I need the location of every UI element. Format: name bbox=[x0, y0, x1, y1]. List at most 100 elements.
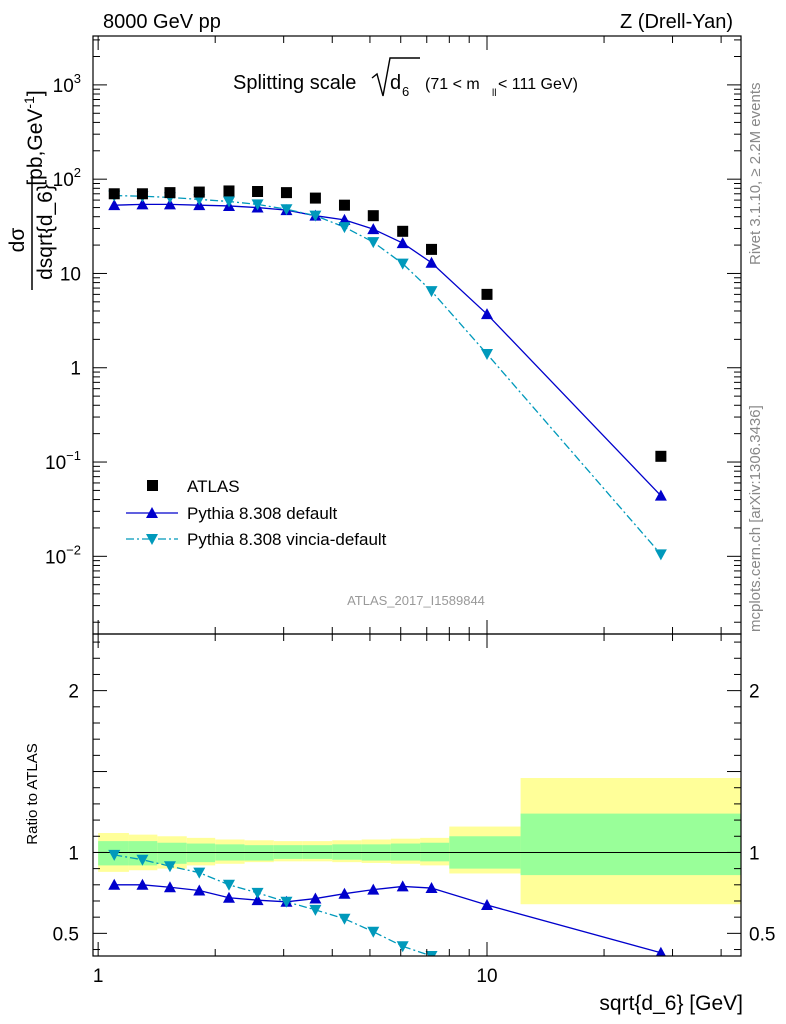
ratio-tick-label-left: 1 bbox=[68, 843, 79, 864]
point-atlas bbox=[309, 192, 321, 204]
ratio-uncertainty-bands bbox=[93, 778, 741, 905]
mcplots-label: mcplots.cern.ch [arXiv:1306.3436] bbox=[747, 405, 764, 632]
ratio-line-default bbox=[114, 884, 662, 954]
point-atlas bbox=[280, 187, 292, 199]
plot-title-range-sub: ll bbox=[492, 88, 496, 99]
ratio-point-default bbox=[367, 883, 380, 895]
plot-title-main: Splitting scale bbox=[233, 72, 356, 94]
point-atlas bbox=[397, 225, 409, 237]
plot-title-range-tail: < 111 GeV) bbox=[498, 76, 578, 93]
y-tick-label: 10 bbox=[60, 264, 81, 285]
y-tick-label: 10−2 bbox=[45, 542, 81, 568]
ylabel-numerator: dσ bbox=[6, 228, 29, 253]
y-tick-label: 10−1 bbox=[45, 448, 81, 474]
plot-title: Splitting scale d 6 (71 < m ll < 111 GeV… bbox=[233, 57, 578, 99]
point-vincia bbox=[480, 348, 493, 360]
ratio-point-default bbox=[480, 899, 493, 911]
point-vincia bbox=[367, 237, 380, 249]
point-default bbox=[108, 199, 121, 211]
ratio-point-vincia bbox=[396, 941, 409, 953]
analysis-watermark: ATLAS_2017_I1589844 bbox=[347, 593, 485, 608]
y-tick-label: 103 bbox=[53, 71, 81, 97]
ratio-point-default bbox=[163, 881, 176, 893]
point-atlas bbox=[193, 186, 205, 198]
plot-title-range: (71 < m bbox=[425, 76, 480, 93]
ratio-point-default bbox=[193, 884, 206, 896]
point-atlas bbox=[108, 188, 120, 200]
ratio-point-default bbox=[425, 882, 438, 894]
ratio-point-vincia bbox=[193, 867, 206, 879]
ratio-point-vincia bbox=[108, 849, 121, 861]
point-atlas bbox=[252, 186, 264, 198]
ratio-point-default bbox=[655, 946, 666, 956]
y-tick-label: 102 bbox=[53, 165, 81, 191]
ratio-point-default bbox=[251, 894, 264, 906]
svg-text:d: d bbox=[390, 72, 401, 94]
ratio-point-vincia bbox=[280, 896, 293, 908]
header-left: 8000 GeV pp bbox=[103, 11, 221, 33]
header-right: Z (Drell-Yan) bbox=[620, 11, 733, 33]
y-axis-label: dσ dsqrt{d_6} [pb,GeV-1] bbox=[6, 90, 57, 290]
point-default bbox=[367, 223, 380, 235]
ratio-frame bbox=[92, 633, 742, 957]
point-vincia bbox=[280, 204, 293, 216]
point-default bbox=[396, 237, 409, 249]
ratio-line-vincia bbox=[114, 854, 434, 956]
ratio-point-vincia bbox=[251, 887, 264, 899]
ratio-point-default bbox=[222, 891, 235, 903]
point-atlas bbox=[223, 185, 235, 197]
ratio-point-vincia bbox=[309, 904, 322, 916]
legend-label-atlas: ATLAS bbox=[187, 477, 240, 496]
ratio-series-group bbox=[108, 849, 666, 956]
ratio-point-default bbox=[396, 880, 409, 892]
point-atlas bbox=[655, 450, 667, 462]
point-vincia bbox=[251, 199, 264, 211]
point-default bbox=[425, 256, 438, 268]
ratio-point-vincia bbox=[338, 913, 351, 925]
x-tick-label: 10 bbox=[476, 966, 497, 987]
y-tick-label: 1 bbox=[70, 359, 81, 380]
ratio-tick-label-right: 2 bbox=[749, 682, 760, 703]
ratio-point-vincia bbox=[367, 926, 380, 938]
point-default bbox=[654, 489, 667, 501]
point-atlas bbox=[426, 243, 438, 255]
line-default bbox=[114, 203, 662, 497]
ratio-point-vincia bbox=[163, 861, 176, 873]
point-vincia bbox=[222, 196, 235, 208]
point-default bbox=[136, 198, 149, 210]
x-tick-label: 1 bbox=[93, 966, 104, 987]
band-inner-2 bbox=[157, 842, 187, 864]
legend-marker-atlas bbox=[147, 480, 158, 491]
ratio-ylabel: Ratio to ATLAS bbox=[24, 743, 41, 844]
legend-marker-default bbox=[146, 507, 158, 518]
x-axis-label: sqrt{d_6} [GeV] bbox=[599, 992, 743, 1015]
legend-marker-vincia bbox=[146, 534, 158, 545]
ratio-tick-label-right: 0.5 bbox=[749, 924, 775, 945]
legend: ATLAS Pythia 8.308 default Pythia 8.308 … bbox=[126, 477, 387, 549]
point-atlas bbox=[481, 288, 493, 300]
ratio-point-default bbox=[309, 892, 322, 904]
ratio-tick-label-left: 0.5 bbox=[53, 924, 79, 945]
plot-title-sub: 6 bbox=[402, 84, 409, 99]
ratio-tick-label-right: 1 bbox=[749, 843, 760, 864]
ratio-point-vincia bbox=[425, 951, 438, 956]
ratio-tick-label-left: 2 bbox=[68, 682, 79, 703]
point-vincia bbox=[338, 222, 351, 234]
ratio-point-vincia bbox=[136, 854, 149, 866]
point-atlas bbox=[136, 188, 148, 200]
legend-label-vincia: Pythia 8.308 vincia-default bbox=[187, 530, 387, 549]
ratio-point-default bbox=[108, 878, 121, 890]
legend-label-default: Pythia 8.308 default bbox=[187, 504, 338, 523]
ratio-point-vincia bbox=[222, 879, 235, 891]
point-vincia bbox=[654, 549, 667, 561]
band-inner-13 bbox=[520, 813, 741, 876]
point-vincia bbox=[309, 210, 322, 222]
point-atlas bbox=[338, 199, 350, 211]
point-default bbox=[163, 198, 176, 210]
rivet-version-label: Rivet 3.1.10, ≥ 2.2M events bbox=[747, 83, 764, 266]
line-vincia bbox=[114, 194, 662, 555]
point-atlas bbox=[367, 210, 379, 222]
ratio-point-default bbox=[136, 878, 149, 890]
sqrt-symbol-icon bbox=[371, 57, 420, 97]
